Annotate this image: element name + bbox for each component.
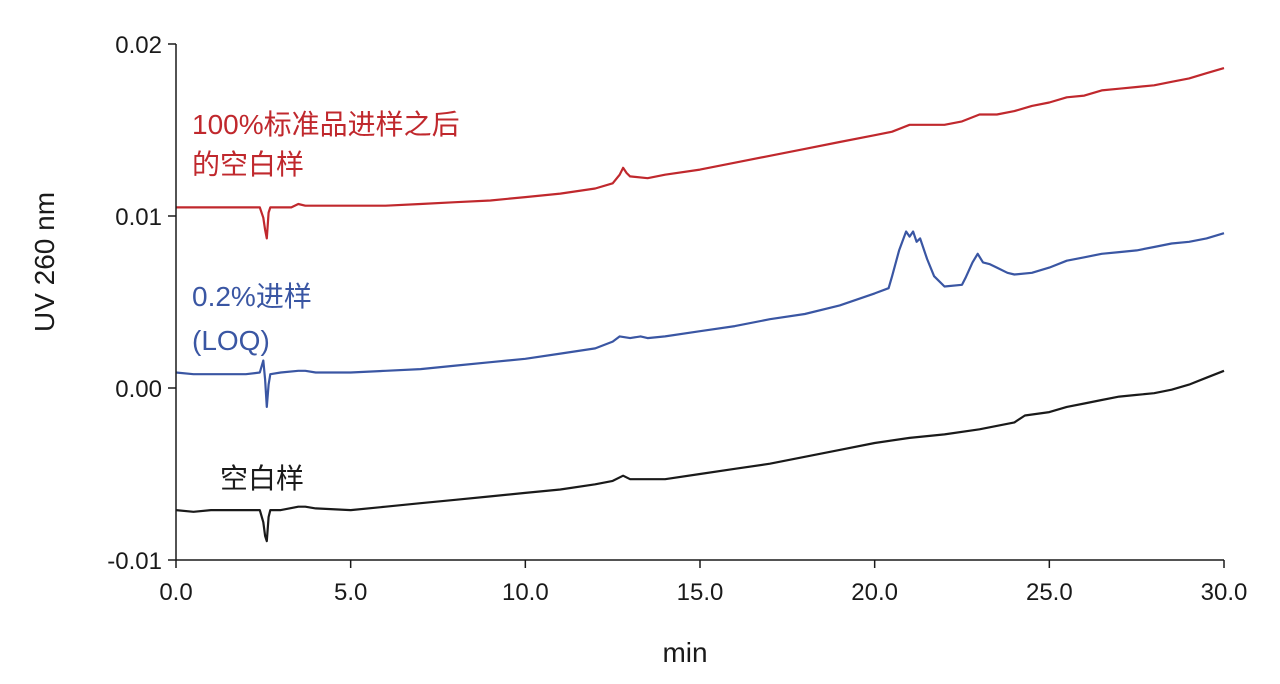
x-tick-label: 30.0: [1201, 579, 1248, 606]
y-tick-label: 0.00: [115, 376, 162, 403]
series-label-3: 空白样: [220, 463, 304, 494]
y-tick-label: 0.02: [115, 32, 162, 59]
x-tick-label: 5.0: [334, 579, 367, 606]
y-axis-title: UV 260 nm: [29, 192, 60, 332]
series-label-1: 的空白样: [192, 149, 304, 180]
series-line-2: [175, 230, 1225, 408]
x-tick-label: 0.0: [159, 579, 192, 606]
series-line-3: [175, 369, 1225, 543]
x-tick-label: 15.0: [677, 579, 724, 606]
series-label-2: (LOQ): [192, 325, 270, 356]
series-line-1: [176, 67, 1225, 240]
ticks-layer: 0.0 5.0 10.0 15.0 20.0 25.0 30.0 -0.01 0.00 0.01 0…: [107, 32, 1247, 606]
x-axis-title: min: [662, 637, 707, 668]
y-tick-label: 0.01: [115, 204, 162, 231]
x-tick-label: 25.0: [1026, 579, 1073, 606]
series-layer: [175, 67, 1225, 543]
x-tick-label: 10.0: [502, 579, 549, 606]
series-label-1: 100%标准品进样之后: [192, 109, 460, 140]
y-tick-label: -0.01: [107, 548, 162, 575]
series-label-2: 0.2%进样: [192, 281, 312, 312]
x-tick-label: 20.0: [851, 579, 898, 606]
